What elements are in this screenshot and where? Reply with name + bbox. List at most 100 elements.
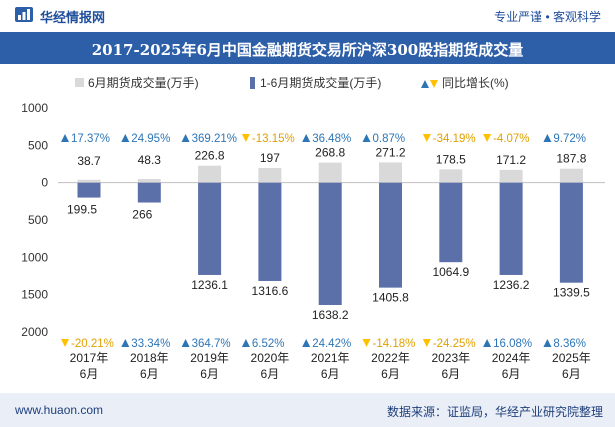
y-tick-label: 1000 xyxy=(21,250,48,264)
data-label-june: 171.2 xyxy=(496,153,526,167)
growth-label-june: 9.72% xyxy=(553,133,586,145)
growth-label-cumulative: 24.42% xyxy=(312,338,351,350)
x-tick-label: 6月 xyxy=(321,367,340,381)
data-label-june: 197 xyxy=(260,151,280,165)
bar-cumulative xyxy=(198,182,222,275)
growth-label-june: 0.87% xyxy=(373,133,406,145)
growth-label-cumulative-up-triangle-icon xyxy=(302,339,311,347)
bar-cumulative xyxy=(439,182,463,263)
bar-june xyxy=(439,169,463,183)
growth-label-june: 17.37% xyxy=(71,133,110,145)
top-bar: 华经情报网 专业严谨 • 客观科学 xyxy=(0,0,615,30)
bar-cumulative xyxy=(258,182,282,281)
growth-label-june: 369.21% xyxy=(192,133,237,145)
data-label-june: 187.8 xyxy=(556,152,586,166)
data-label-june: 38.7 xyxy=(77,154,101,168)
legend-triangle-up-icon xyxy=(421,80,429,88)
x-tick-label: 6月 xyxy=(502,367,521,381)
growth-label-june: -13.15% xyxy=(252,133,295,145)
growth-label-cumulative: -14.18% xyxy=(373,338,416,350)
footer-url[interactable]: www.huaon.com xyxy=(15,403,104,417)
legend-label-june: 6月期货成交量(万手) xyxy=(88,75,199,90)
bar-june xyxy=(258,167,282,183)
data-label-cumulative: 1638.2 xyxy=(312,308,349,322)
data-label-cumulative: 1064.9 xyxy=(432,265,469,279)
data-label-cumulative: 1316.6 xyxy=(252,284,289,298)
growth-label-cumulative: 364.7% xyxy=(192,338,231,350)
growth-label-cumulative-up-triangle-icon xyxy=(181,339,190,347)
bar-june xyxy=(318,162,342,183)
growth-label-june-down-triangle-icon xyxy=(422,134,431,142)
data-label-cumulative: 1236.1 xyxy=(191,278,228,292)
growth-label-cumulative-up-triangle-icon xyxy=(241,339,250,347)
growth-label-june: -4.07% xyxy=(493,133,529,145)
growth-label-cumulative-down-triangle-icon xyxy=(61,339,69,347)
data-label-cumulative: 1339.5 xyxy=(553,286,590,300)
bar-cumulative xyxy=(77,182,101,198)
chart: 1000 500 0 500 1000 1500 2000 6月期货成交量(万手) 1-6月期货… xyxy=(21,75,605,381)
x-tick-label: 2021年 xyxy=(311,351,350,365)
growth-label-june-down-triangle-icon xyxy=(483,134,492,142)
data-label-cumulative: 1405.8 xyxy=(372,291,409,305)
bar-june xyxy=(137,179,161,183)
chart-title: 2017-2025年6月中国金融期货交易所沪深300股指期货成交量 xyxy=(91,41,524,59)
growth-label-june: -34.19% xyxy=(433,133,476,145)
growth-label-cumulative-up-triangle-icon xyxy=(121,339,130,347)
data-label-june: 271.2 xyxy=(375,145,405,159)
growth-label-june: 36.48% xyxy=(312,133,351,145)
bar-june xyxy=(499,169,523,183)
data-label-cumulative: 199.5 xyxy=(67,203,97,217)
growth-label-june-up-triangle-icon xyxy=(362,134,371,142)
x-tick-label: 2023年 xyxy=(431,351,470,365)
data-source: 数据来源：证监局，华经产业研究院整理 xyxy=(386,405,603,419)
x-tick-label: 2024年 xyxy=(492,351,531,365)
bar-cumulative xyxy=(499,182,523,275)
growth-label-june-up-triangle-icon xyxy=(61,134,69,142)
growth-label-cumulative: -20.21% xyxy=(71,338,114,350)
bar-june xyxy=(198,165,222,183)
bar-june xyxy=(77,179,101,183)
x-tick-label: 2017年 xyxy=(70,351,109,365)
x-tick-label: 6月 xyxy=(80,367,99,381)
footer-bar: www.huaon.com 数据来源：证监局，华经产业研究院整理 xyxy=(0,393,615,427)
data-label-june: 178.5 xyxy=(436,152,466,166)
y-tick-label: 500 xyxy=(28,138,48,152)
growth-label-cumulative-up-triangle-icon xyxy=(543,339,552,347)
x-tick-label: 2019年 xyxy=(190,351,229,365)
x-tick-label: 6月 xyxy=(200,367,219,381)
legend-swatch-june xyxy=(75,78,84,87)
y-tick-label: 500 xyxy=(28,213,48,227)
y-tick-label: 2000 xyxy=(21,325,48,339)
y-tick-label: 1000 xyxy=(21,101,48,115)
bar-cumulative xyxy=(318,182,342,305)
data-label-june: 268.8 xyxy=(315,146,345,160)
growth-label-june-up-triangle-icon xyxy=(302,134,311,142)
bar-cumulative xyxy=(559,182,583,283)
growth-label-cumulative-down-triangle-icon xyxy=(422,339,431,347)
growth-label-cumulative: 33.34% xyxy=(131,338,170,350)
bar-june xyxy=(379,162,402,183)
legend-label-growth: 同比增长(%) xyxy=(442,76,509,90)
x-tick-label: 6月 xyxy=(261,367,280,381)
x-tick-label: 6月 xyxy=(562,367,581,381)
legend-label-cumulative: 1-6月期货成交量(万手) xyxy=(260,75,381,90)
growth-label-cumulative-down-triangle-icon xyxy=(362,339,371,347)
y-tick-label: 0 xyxy=(41,176,48,190)
title-bar: 2017-2025年6月中国金融期货交易所沪深300股指期货成交量 xyxy=(0,32,615,64)
legend-triangle-down-icon xyxy=(430,80,438,88)
growth-label-cumulative-up-triangle-icon xyxy=(483,339,492,347)
site-name: 华经情报网 xyxy=(40,10,106,25)
x-tick-label: 2025年 xyxy=(552,351,591,365)
x-tick-label: 6月 xyxy=(381,367,400,381)
x-tick-label: 6月 xyxy=(441,367,460,381)
bar-june xyxy=(559,168,583,183)
legend-swatch-cumulative xyxy=(250,77,255,89)
data-label-june: 48.3 xyxy=(138,153,162,167)
growth-label-june-up-triangle-icon xyxy=(543,134,552,142)
growth-label-june-up-triangle-icon xyxy=(121,134,130,142)
growth-label-june-up-triangle-icon xyxy=(181,134,190,142)
growth-label-cumulative: 8.36% xyxy=(553,338,586,350)
bar-cumulative xyxy=(379,182,402,288)
data-label-cumulative: 266 xyxy=(132,208,152,222)
